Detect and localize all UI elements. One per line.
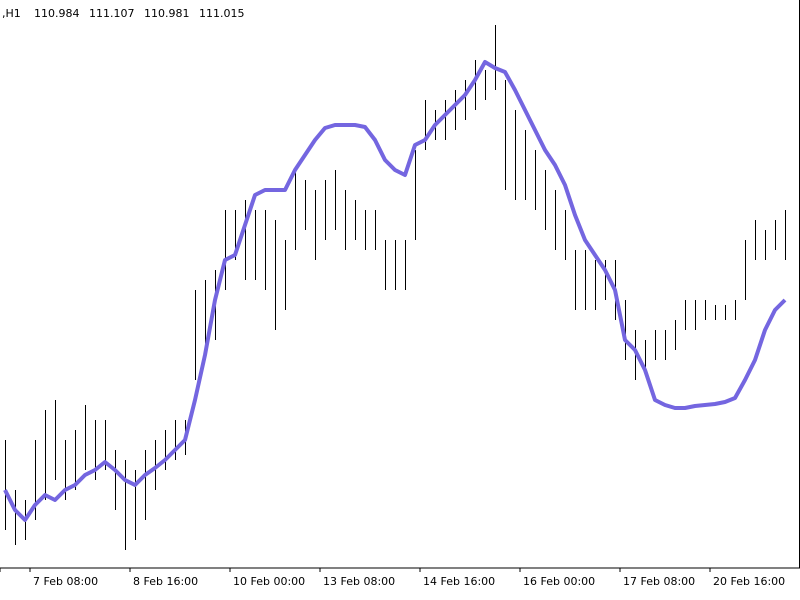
x-tick-label: 17 Feb 08:00 — [623, 575, 695, 588]
x-tick-label: 13 Feb 08:00 — [323, 575, 395, 588]
x-tick-label: 8 Feb 16:00 — [133, 575, 198, 588]
x-tick-label: 14 Feb 16:00 — [423, 575, 495, 588]
ohlc-open: 110.984 — [34, 7, 80, 20]
x-tick-label: 16 Feb 00:00 — [523, 575, 595, 588]
ohlc-low: 110.981 — [144, 7, 190, 20]
x-tick-label: 20 Feb 16:00 — [713, 575, 785, 588]
ohlc-high: 111.107 — [89, 7, 135, 20]
ohlc-close: 111.015 — [199, 7, 245, 20]
indicator-line — [3, 60, 787, 522]
x-tick-label: 7 Feb 08:00 — [33, 575, 98, 588]
x-tick-label: 10 Feb 00:00 — [233, 575, 305, 588]
symbol-label: ,H1 — [2, 7, 21, 20]
